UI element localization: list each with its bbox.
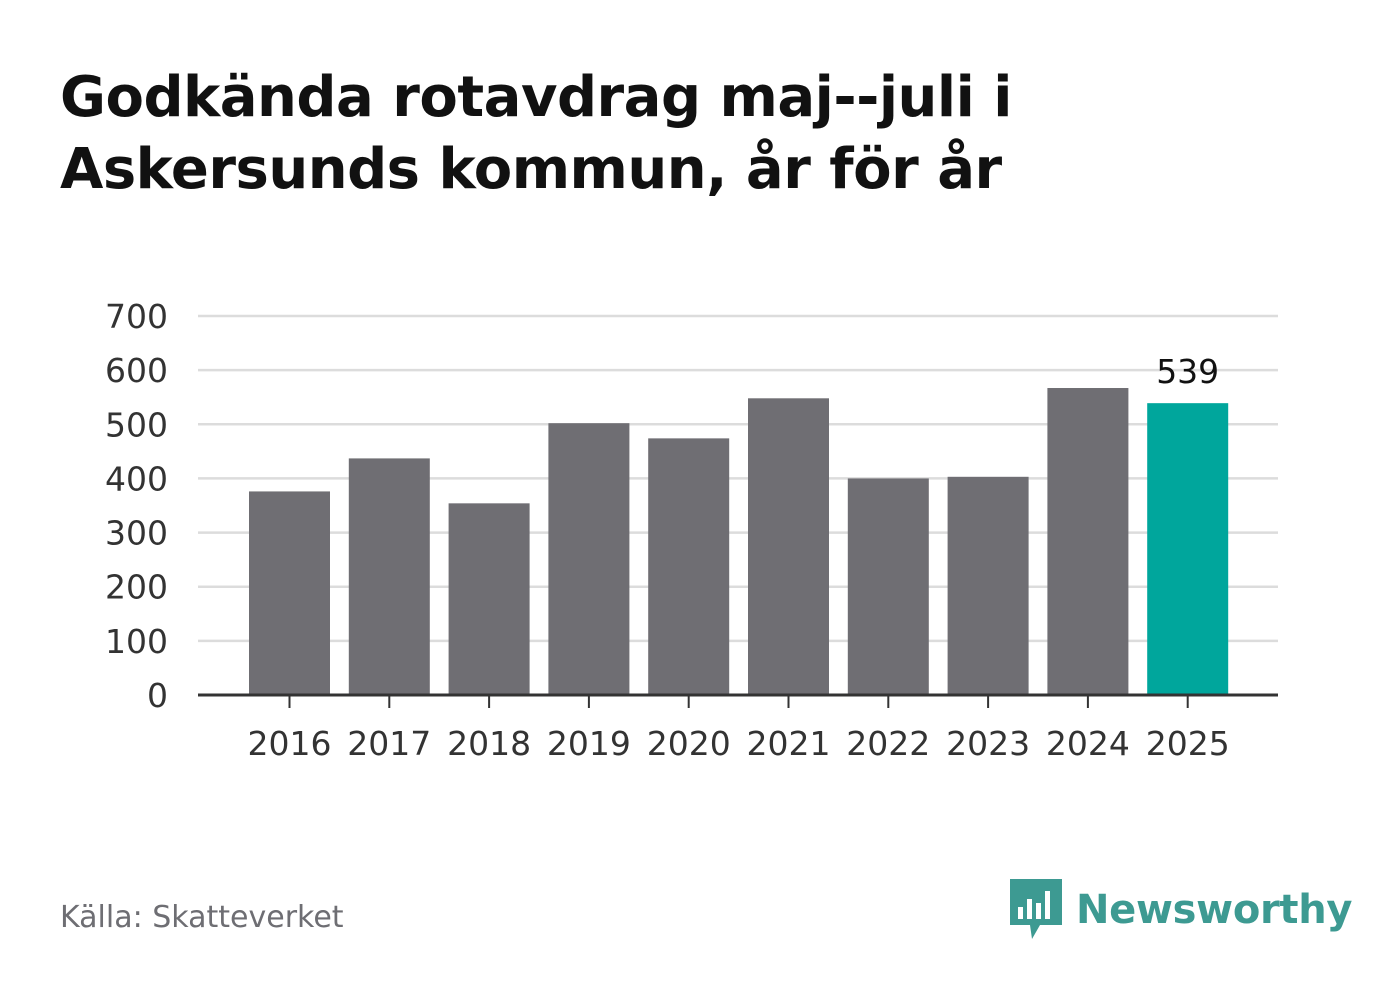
bar-2023 bbox=[947, 476, 1029, 695]
y-tick-label: 500 bbox=[105, 405, 168, 444]
bar-2025 bbox=[1147, 403, 1229, 695]
chart-title-line-2: Askersunds kommun, år för år bbox=[60, 137, 1002, 202]
bar-2018 bbox=[448, 503, 530, 695]
x-tick-label: 2020 bbox=[647, 724, 731, 763]
x-tick-label: 2023 bbox=[946, 724, 1030, 763]
brand-name: Newsworthy bbox=[1076, 887, 1353, 933]
axes bbox=[198, 693, 1278, 708]
bar-2021 bbox=[748, 398, 829, 695]
source-note: Källa: Skatteverket bbox=[60, 900, 344, 935]
labels: 0 100 200 300 400 500 600 700 2016 2017 2018 2019 20… bbox=[105, 297, 1230, 763]
bar-2016 bbox=[249, 491, 330, 695]
x-tick-label: 2022 bbox=[846, 724, 930, 763]
bar-2017 bbox=[348, 458, 430, 695]
y-tick-label: 100 bbox=[105, 622, 168, 661]
y-tick-label: 400 bbox=[105, 459, 168, 498]
chart-title-line-1: Godkända rotavdrag maj--juli i bbox=[60, 65, 1012, 130]
x-tick-label: 2018 bbox=[447, 724, 531, 763]
y-tick-label: 300 bbox=[105, 514, 168, 553]
newsworthy-chart-icon bbox=[1010, 879, 1062, 939]
x-tick-label: 2025 bbox=[1146, 724, 1230, 763]
bar-2019 bbox=[548, 423, 630, 695]
y-tick-label: 700 bbox=[105, 297, 168, 336]
y-tick-label: 600 bbox=[105, 351, 168, 390]
x-tick-label: 2016 bbox=[248, 724, 332, 763]
y-tick-label: 200 bbox=[105, 568, 168, 607]
bar-2022 bbox=[847, 478, 929, 695]
bar-2024 bbox=[1047, 388, 1129, 695]
data-label: 539 bbox=[1156, 352, 1219, 391]
x-tick-label: 2021 bbox=[747, 724, 831, 763]
x-tick-label: 2019 bbox=[547, 724, 631, 763]
x-tick-label: 2017 bbox=[347, 724, 431, 763]
chart-title: Godkända rotavdrag maj--juli i Askersund… bbox=[60, 62, 1260, 206]
brand-logo: Newsworthy bbox=[1010, 878, 1353, 942]
bars bbox=[249, 388, 1229, 695]
x-tick-label: 2024 bbox=[1046, 724, 1130, 763]
y-tick-label: 0 bbox=[147, 676, 168, 715]
bar-2020 bbox=[648, 438, 730, 695]
